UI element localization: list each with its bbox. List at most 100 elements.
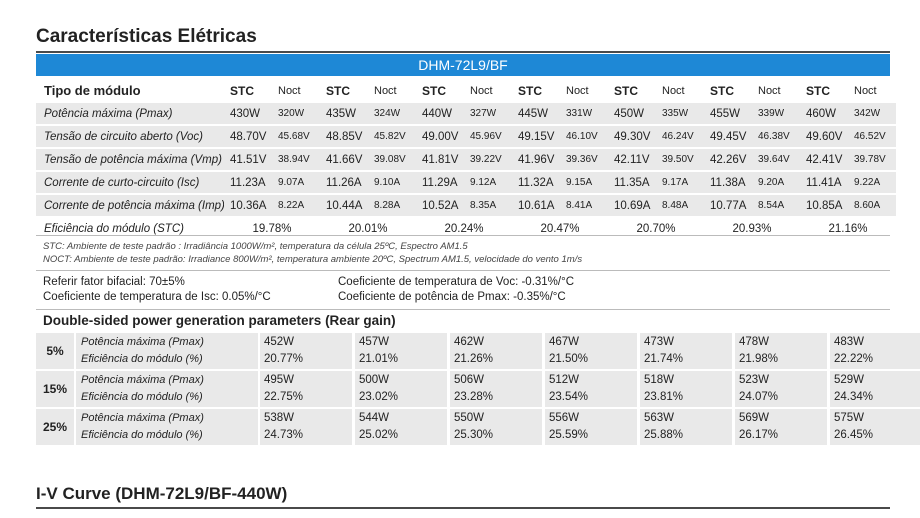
row-label: Tensão de potência máxima (Vmp)	[36, 149, 224, 170]
row-label: Corrente de curto-circuito (Isc)	[36, 172, 224, 193]
noct-header: Noct	[464, 80, 512, 101]
efficiency-value: 20.24%	[416, 218, 512, 239]
noct-value: 8.35A	[464, 195, 512, 216]
stc-header: STC	[512, 80, 560, 101]
noct-value: 9.10A	[368, 172, 416, 193]
efficiency-value: 20.70%	[608, 218, 704, 239]
noct-value: 39.78V	[848, 149, 896, 170]
stc-value: 460W	[800, 103, 848, 124]
stc-value: 48.85V	[320, 126, 368, 147]
specs-divider	[36, 309, 890, 310]
rear-value-cell	[830, 333, 920, 369]
noct-note: NOCT: Ambiente de teste padrão: Irradian…	[43, 254, 583, 265]
noct-value: 324W	[368, 103, 416, 124]
noct-value: 9.15A	[560, 172, 608, 193]
noct-value: 9.07A	[272, 172, 320, 193]
stc-value: 42.41V	[800, 149, 848, 170]
rear-power-value: 569W	[739, 412, 770, 424]
rear-efficiency-value: 23.54%	[549, 391, 589, 403]
rear-value-cell	[260, 409, 352, 445]
stc-header: STC	[416, 80, 464, 101]
noct-value: 45.82V	[368, 126, 416, 147]
rear-value-cell	[640, 409, 732, 445]
rear-value-cell	[545, 333, 637, 369]
stc-value: 11.38A	[704, 172, 752, 193]
rear-power-value: 518W	[644, 374, 675, 386]
rear-efficiency-label: Eficiência do módulo (%)	[81, 429, 203, 441]
rear-gain-title: Double-sided power generation parameters…	[43, 313, 396, 328]
stc-value: 11.32A	[512, 172, 560, 193]
rear-efficiency-value: 20.77%	[264, 353, 304, 365]
rear-value-cell	[355, 333, 447, 369]
gain-percent: 5%	[36, 333, 74, 369]
rear-efficiency-label: Eficiência do módulo (%)	[81, 391, 203, 403]
rear-efficiency-value: 21.98%	[739, 353, 779, 365]
rear-gain-block: 25% Potência máxima (Pmax) Eficiência do m…	[36, 409, 920, 445]
noct-header: Noct	[656, 80, 704, 101]
table-row: Potência máxima (Pmax) 430W 320W 435W 324W 44…	[36, 103, 896, 124]
noct-value: 8.22A	[272, 195, 320, 216]
row-label: Corrente de potência máxima (Imp)	[36, 195, 224, 216]
stc-value: 10.85A	[800, 195, 848, 216]
noct-value: 45.68V	[272, 126, 320, 147]
specs-left: Referir fator bifacial: 70±5% Coeficient…	[43, 275, 271, 305]
efficiency-row: Eficiência do módulo (STC) 19.78% 20.01% 20…	[36, 218, 896, 239]
iv-curve-title: I-V Curve (DHM-72L9/BF-440W)	[36, 484, 288, 503]
rear-value-cell	[355, 371, 447, 407]
test-conditions-notes: STC: Ambiente de teste padrão : Irradiân…	[43, 240, 582, 266]
rear-gain-block: 5% Potência máxima (Pmax) Eficiência do mó…	[36, 333, 920, 369]
stc-value: 11.35A	[608, 172, 656, 193]
rear-power-value: 478W	[739, 336, 770, 348]
rear-power-value: 523W	[739, 374, 770, 386]
rear-power-value: 563W	[644, 412, 675, 424]
noct-value: 8.60A	[848, 195, 896, 216]
rear-power-value: 473W	[644, 336, 675, 348]
row-label: Potência máxima (Pmax)	[36, 103, 224, 124]
stc-note: STC: Ambiente de teste padrão : Irradiân…	[43, 241, 468, 252]
table-row: Corrente de curto-circuito (Isc) 11.23A 9.…	[36, 172, 896, 193]
noct-value: 8.48A	[656, 195, 704, 216]
rear-power-label: Potência máxima (Pmax)	[81, 374, 204, 386]
efficiency-value: 20.93%	[704, 218, 800, 239]
title-divider	[36, 51, 890, 53]
efficiency-label: Eficiência do módulo (STC)	[36, 218, 224, 239]
noct-value: 8.28A	[368, 195, 416, 216]
rear-power-label: Potência máxima (Pmax)	[81, 336, 204, 348]
rear-value-cell	[260, 333, 352, 369]
noct-value: 38.94V	[272, 149, 320, 170]
stc-value: 41.81V	[416, 149, 464, 170]
noct-value: 9.20A	[752, 172, 800, 193]
electrical-table: Tipo de módulo STC Noct STC Noct STC Noct STC No…	[36, 78, 896, 241]
noct-value: 9.12A	[464, 172, 512, 193]
stc-value: 41.66V	[320, 149, 368, 170]
stc-value: 445W	[512, 103, 560, 124]
stc-value: 450W	[608, 103, 656, 124]
rear-value-cell	[545, 409, 637, 445]
stc-value: 11.26A	[320, 172, 368, 193]
rear-efficiency-value: 25.59%	[549, 429, 589, 441]
rear-power-value: 529W	[834, 374, 865, 386]
stc-header: STC	[608, 80, 656, 101]
efficiency-value: 19.78%	[224, 218, 320, 239]
rear-efficiency-value: 21.01%	[359, 353, 399, 365]
row-label: Tensão de circuito aberto (Voc)	[36, 126, 224, 147]
rear-power-value: 575W	[834, 412, 865, 424]
stc-value: 10.69A	[608, 195, 656, 216]
noct-value: 9.17A	[656, 172, 704, 193]
rear-label-cell	[76, 409, 258, 445]
stc-header: STC	[320, 80, 368, 101]
stc-value: 11.23A	[224, 172, 272, 193]
stc-value: 48.70V	[224, 126, 272, 147]
rear-value-cell	[355, 409, 447, 445]
table-header-row: Tipo de módulo STC Noct STC Noct STC Noct STC No…	[36, 80, 896, 101]
noct-header: Noct	[368, 80, 416, 101]
stc-value: 10.61A	[512, 195, 560, 216]
noct-value: 8.54A	[752, 195, 800, 216]
rear-value-cell	[640, 333, 732, 369]
rear-power-value: 556W	[549, 412, 580, 424]
rear-efficiency-value: 25.02%	[359, 429, 399, 441]
rear-value-cell	[640, 371, 732, 407]
module-type-label: Tipo de módulo	[36, 80, 224, 101]
noct-value: 46.38V	[752, 126, 800, 147]
stc-value: 49.45V	[704, 126, 752, 147]
